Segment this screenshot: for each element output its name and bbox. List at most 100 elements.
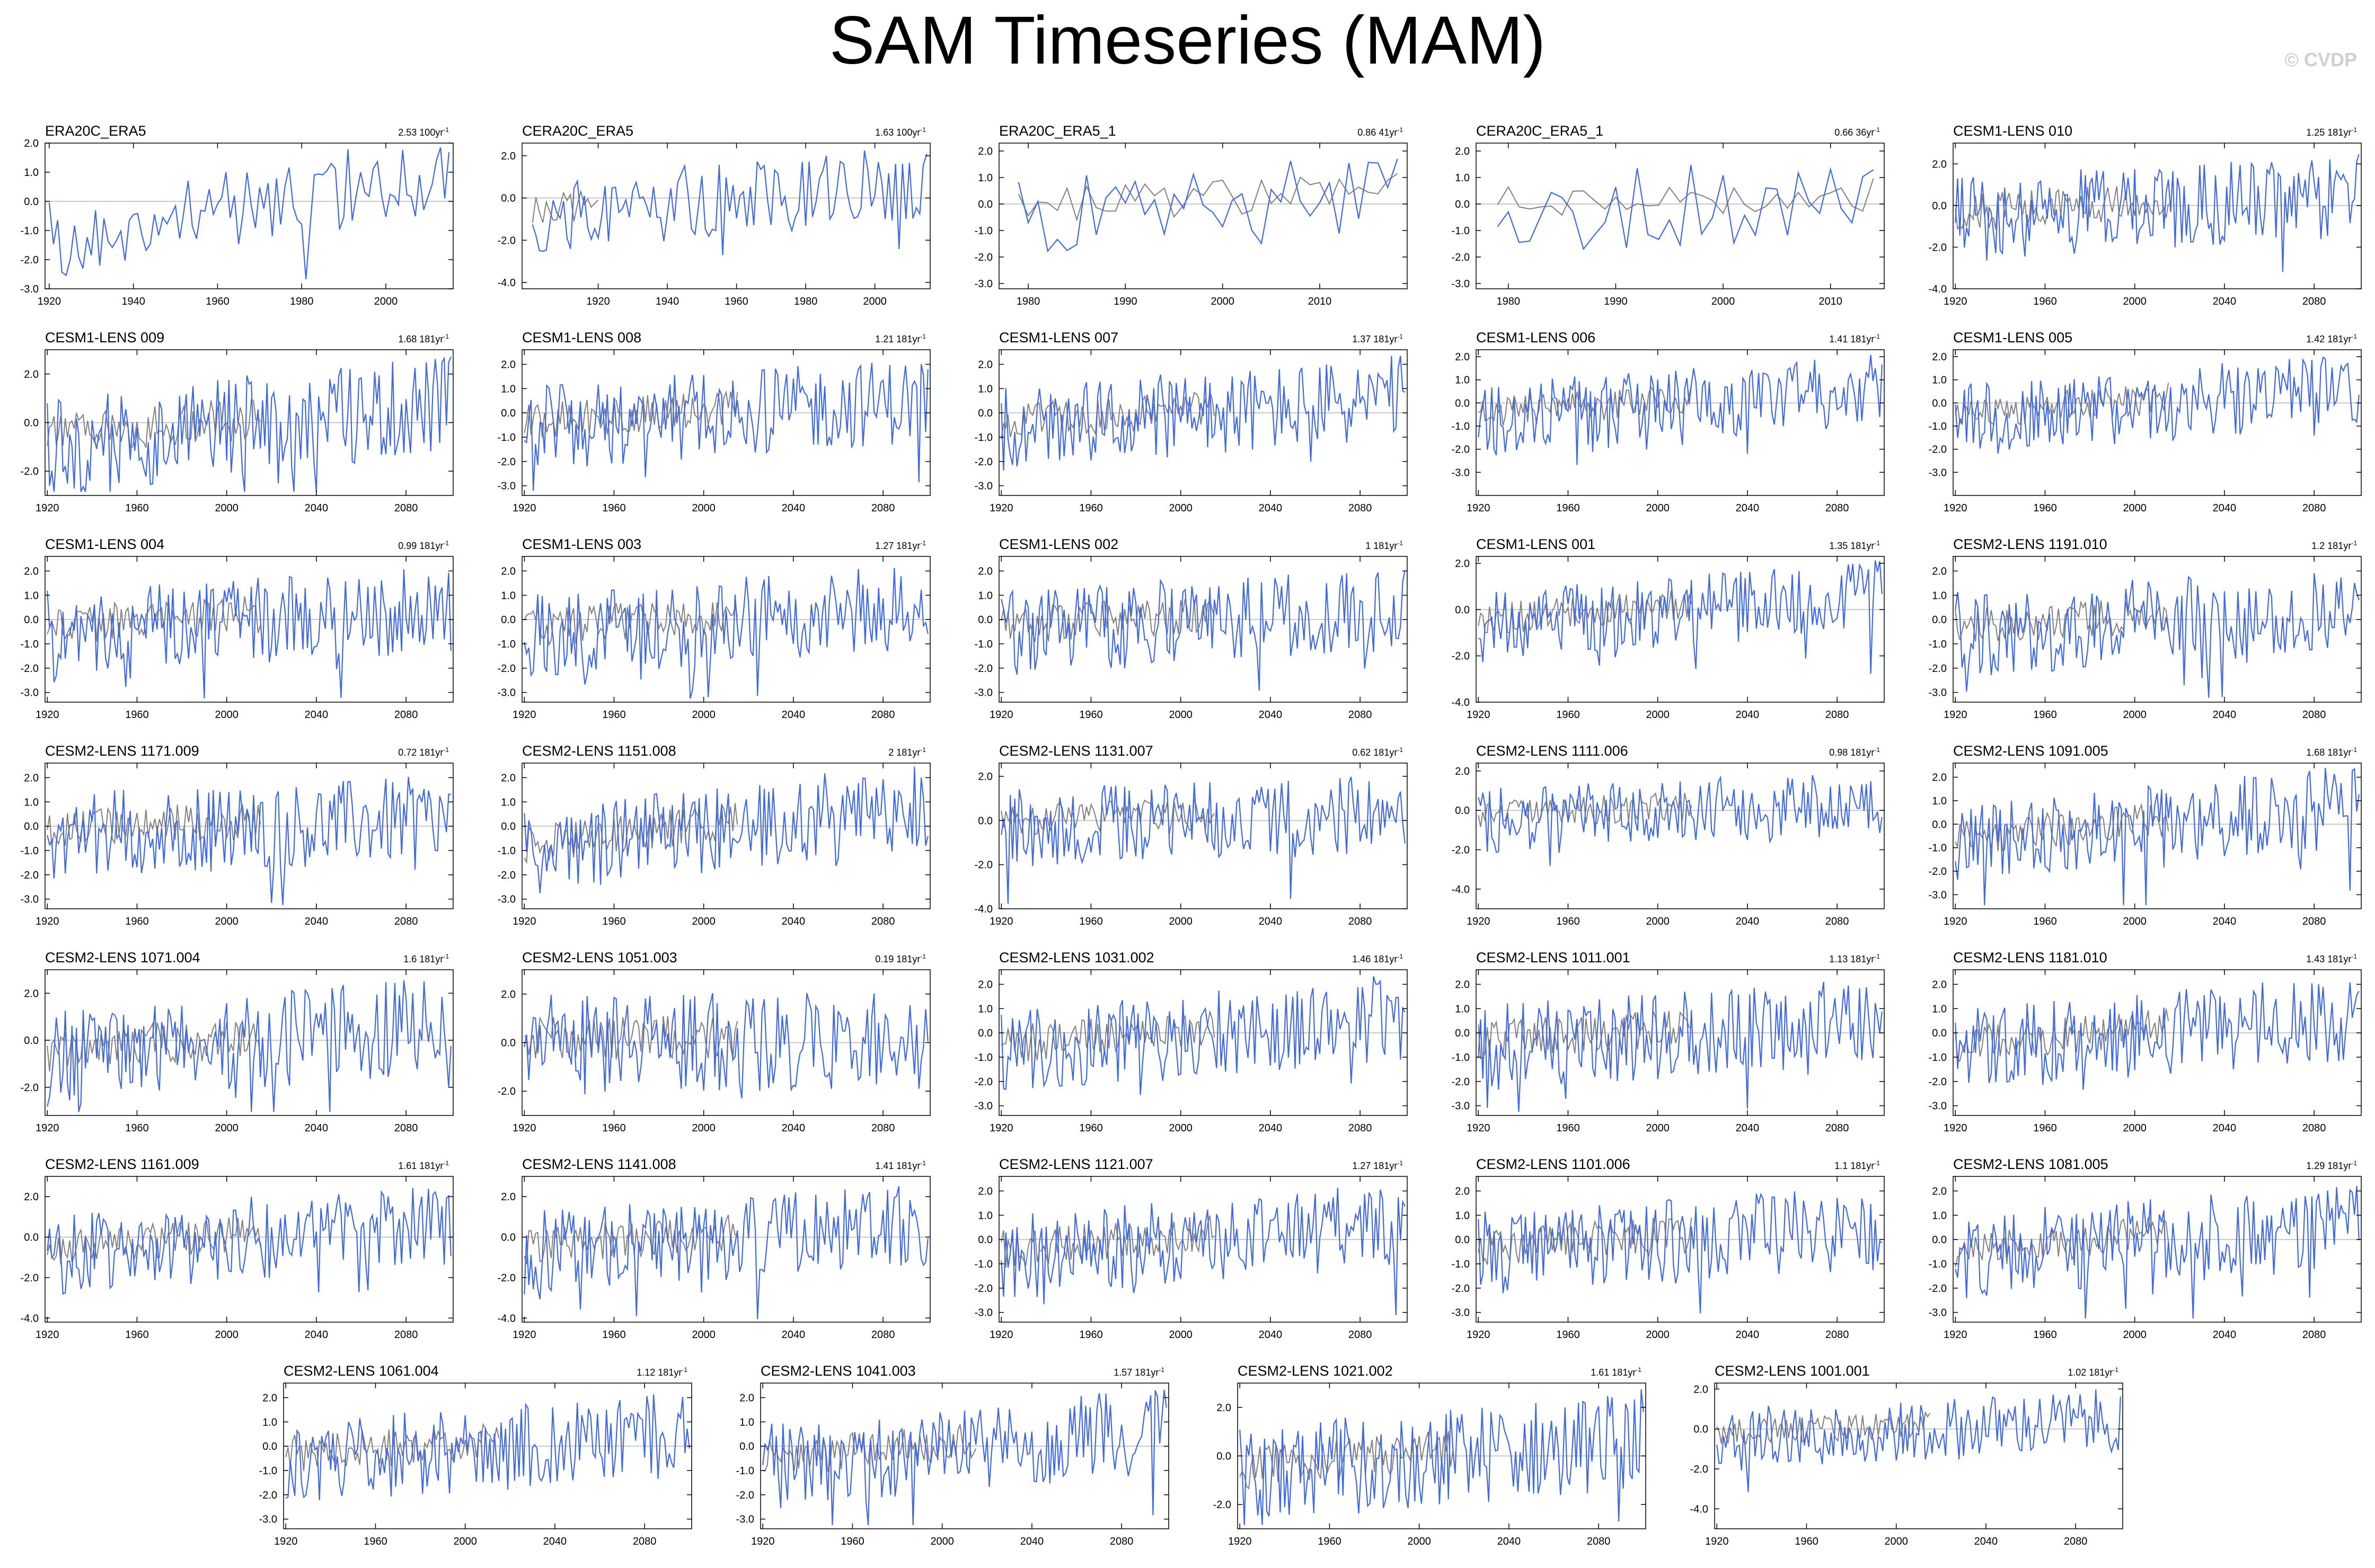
panel-title: CESM1-LENS 003 [522, 536, 641, 552]
x-tick-label: 2040 [305, 502, 329, 514]
x-tick-label: 2000 [692, 1329, 716, 1341]
x-tick-label: 2000 [453, 1536, 477, 1547]
x-tick-label: 1920 [990, 1329, 1013, 1341]
x-tick-label: 2000 [1169, 916, 1193, 927]
y-tick-label: 1.0 [978, 172, 993, 184]
y-tick-label: -2.0 [498, 870, 516, 881]
y-tick-label: -3.0 [21, 284, 39, 295]
y-tick-label: 2.0 [501, 773, 516, 784]
x-tick-label: 1920 [990, 502, 1013, 514]
panel-title: CESM2-LENS 1111.006 [1476, 743, 1628, 759]
x-tick-label: 2000 [1646, 916, 1670, 927]
y-tick-label: -2.0 [736, 1490, 754, 1501]
model-series-line [1001, 356, 1406, 471]
plot-frame [999, 143, 1408, 289]
y-tick-label: -1.0 [1929, 421, 1947, 432]
x-tick-label: 2080 [394, 502, 418, 514]
x-tick-label: 1920 [586, 296, 610, 307]
chart-panel: CESM1-LENS 008 1.21 181yr-1 2.0 1.0 0.0 -1.0 -… [477, 318, 954, 525]
model-series-line [1001, 776, 1406, 904]
reference-series-line [47, 804, 261, 847]
chart-panel: CESM2-LENS 1111.006 0.98 181yr-1 2.0 0.0 -2.… [1431, 731, 1908, 938]
y-tick-label: 1.0 [1455, 172, 1470, 184]
panel-title: CESM2-LENS 1151.008 [522, 743, 676, 759]
chart-panel: CESM2-LENS 1091.005 1.68 181yr-1 2.0 1.0 0.0… [1908, 731, 2375, 938]
x-tick-label: 1920 [1944, 1329, 1967, 1341]
reference-series-line [1955, 600, 2169, 642]
panel-title: ERA20C_ERA5 [45, 123, 146, 139]
panel-svg: CESM2-LENS 1151.008 2 181yr-1 2.0 1.0 0.0 -1.… [498, 743, 931, 927]
x-tick-label: 2000 [1646, 502, 1670, 514]
y-tick-label: 2.0 [1455, 351, 1470, 363]
panel-title: CESM1-LENS 008 [522, 330, 641, 346]
chart-panel: CESM2-LENS 1101.006 1.1 181yr-1 2.0 1.0 0.0 -… [1431, 1145, 1908, 1351]
x-tick-label: 2000 [692, 502, 716, 514]
x-tick-label: 1920 [1467, 1122, 1490, 1134]
reference-series-line [1716, 1411, 1931, 1445]
x-tick-label: 2080 [1825, 916, 1849, 927]
plot-frame [1953, 969, 2362, 1116]
y-tick-label: -2.0 [1690, 1464, 1708, 1475]
y-tick-label: -3.0 [498, 894, 516, 906]
plot-frame [1476, 143, 1885, 289]
y-tick-label: 0.0 [1932, 1027, 1947, 1039]
y-tick-label: 1.0 [1932, 590, 1947, 601]
x-tick-label: 2000 [1646, 709, 1670, 721]
x-tick-label: 2080 [1825, 1122, 1849, 1134]
y-tick-label: -1.0 [21, 639, 39, 650]
y-tick-label: -2.0 [975, 663, 993, 675]
model-series-line [1955, 767, 2360, 906]
plot-frame [999, 763, 1408, 909]
panel-title: CESM2-LENS 1081.005 [1953, 1156, 2108, 1172]
reference-series-line [47, 1217, 261, 1265]
y-tick-label: 0.0 [1455, 1234, 1470, 1246]
y-tick-label: 0.0 [739, 1441, 754, 1452]
x-tick-label: 1920 [1944, 296, 1967, 307]
x-tick-label: 2040 [305, 1329, 329, 1341]
y-tick-label: 1.0 [501, 796, 516, 808]
x-tick-label: 1960 [725, 296, 748, 307]
x-tick-label: 1920 [1705, 1536, 1729, 1547]
y-tick-label: -1.0 [975, 1052, 993, 1064]
x-tick-label: 2000 [215, 1122, 239, 1134]
y-tick-label: -3.0 [259, 1514, 277, 1526]
figure-title: SAM Timeseries (MAM) [829, 3, 1546, 78]
panel-svg: CESM2-LENS 1051.003 0.19 181yr-1 2.0 0.0 -2.… [498, 950, 931, 1134]
x-tick-label: 2080 [2302, 916, 2326, 927]
x-tick-label: 2080 [633, 1536, 657, 1547]
y-tick-label: -2.0 [975, 860, 993, 871]
x-tick-label: 2080 [2302, 296, 2326, 307]
y-tick-label: -1.0 [736, 1465, 754, 1477]
x-tick-label: 1960 [841, 1536, 864, 1547]
y-tick-label: 2.0 [978, 771, 993, 783]
y-tick-label: 0.0 [24, 1232, 39, 1244]
y-tick-label: 1.0 [24, 590, 39, 601]
x-tick-label: 1920 [1944, 916, 1967, 927]
y-tick-label: 1.0 [978, 1210, 993, 1221]
y-tick-label: -3.0 [975, 1307, 993, 1319]
model-series-line [524, 1186, 929, 1319]
x-tick-label: 2000 [2123, 916, 2147, 927]
y-tick-label: 0.0 [501, 407, 516, 419]
panel-title: CESM2-LENS 1021.002 [1238, 1363, 1393, 1379]
y-tick-label: 0.0 [24, 821, 39, 832]
y-tick-label: 2.0 [739, 1393, 754, 1404]
plot-frame [999, 969, 1408, 1116]
model-series-line [762, 1389, 1167, 1526]
plot-frame [1476, 556, 1885, 703]
reference-series-line [47, 596, 261, 642]
x-tick-label: 1920 [1467, 916, 1490, 927]
y-tick-label: 0.0 [978, 815, 993, 827]
x-tick-label: 1990 [1114, 296, 1137, 307]
y-tick-label: -2.0 [1929, 866, 1947, 878]
y-tick-label: 2.0 [978, 1186, 993, 1198]
x-tick-label: 2080 [1110, 1536, 1134, 1547]
x-tick-label: 2080 [871, 1122, 895, 1134]
y-tick-label: -2.0 [975, 1283, 993, 1295]
x-tick-label: 2000 [692, 1122, 716, 1134]
panel-title: CERA20C_ERA5 [522, 123, 633, 139]
x-tick-label: 1920 [1467, 1329, 1490, 1341]
chart-panel: CESM1-LENS 005 1.42 181yr-1 2.0 1.0 0.0 -1.0 -… [1908, 318, 2375, 525]
x-tick-label: 2040 [1736, 709, 1760, 721]
plot-frame [1714, 1383, 2123, 1529]
